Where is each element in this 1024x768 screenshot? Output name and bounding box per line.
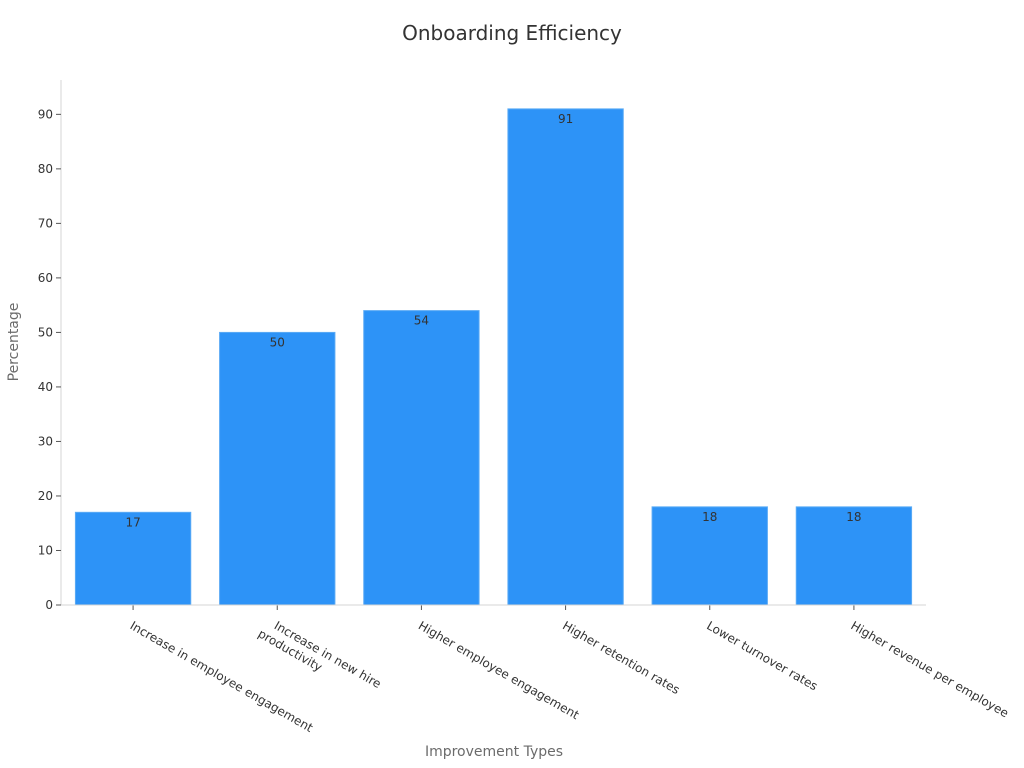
bar-value-label: 54 xyxy=(414,314,429,328)
x-axis: Increase in employee engagementIncrease … xyxy=(61,604,1011,735)
y-tick-label: 20 xyxy=(38,489,53,503)
bar xyxy=(74,511,192,606)
x-tick-label: Increase in new hireproductivity xyxy=(256,613,384,704)
bar xyxy=(219,331,336,606)
y-tick-label: 40 xyxy=(38,380,53,394)
y-tick-label: 0 xyxy=(45,598,53,612)
y-axis: 0 10 20 30 40 50 60 70 80 90 xyxy=(38,80,62,612)
bar-value-label: 50 xyxy=(270,335,285,349)
y-tick-label: 70 xyxy=(38,216,53,230)
bar xyxy=(651,506,768,606)
y-tick-label: 80 xyxy=(38,162,53,176)
y-tick-label: 50 xyxy=(38,325,53,339)
x-tick-label: Higher revenue per employee xyxy=(848,618,1011,720)
bars-group: 17 50 54 91 18 18 xyxy=(74,108,913,606)
y-axis-title: Percentage xyxy=(6,303,22,382)
y-tick-label: 30 xyxy=(38,434,53,448)
bar xyxy=(363,310,480,606)
y-tick-label: 90 xyxy=(38,107,53,121)
bar xyxy=(507,108,624,606)
bar-value-label: 18 xyxy=(702,510,717,524)
bar xyxy=(795,506,913,606)
bar-value-label: 18 xyxy=(846,510,861,524)
x-tick-label-line: Higher revenue per employee xyxy=(848,618,1011,720)
chart-title: Onboarding Efficiency xyxy=(402,21,622,45)
x-tick-label-line: Higher retention rates xyxy=(560,618,682,697)
x-tick-label: Higher retention rates xyxy=(560,618,682,697)
bar-value-label: 17 xyxy=(125,515,140,529)
x-tick-label-line: Higher employee engagement xyxy=(416,618,582,722)
x-axis-title: Improvement Types xyxy=(425,744,563,760)
x-tick-label-line: Lower turnover rates xyxy=(704,618,820,693)
x-tick-label: Higher employee engagement xyxy=(416,618,582,722)
bar-value-label: 91 xyxy=(558,112,573,126)
y-tick-label: 10 xyxy=(38,543,53,557)
x-tick-label: Lower turnover rates xyxy=(704,618,820,693)
y-tick-label: 60 xyxy=(38,271,53,285)
